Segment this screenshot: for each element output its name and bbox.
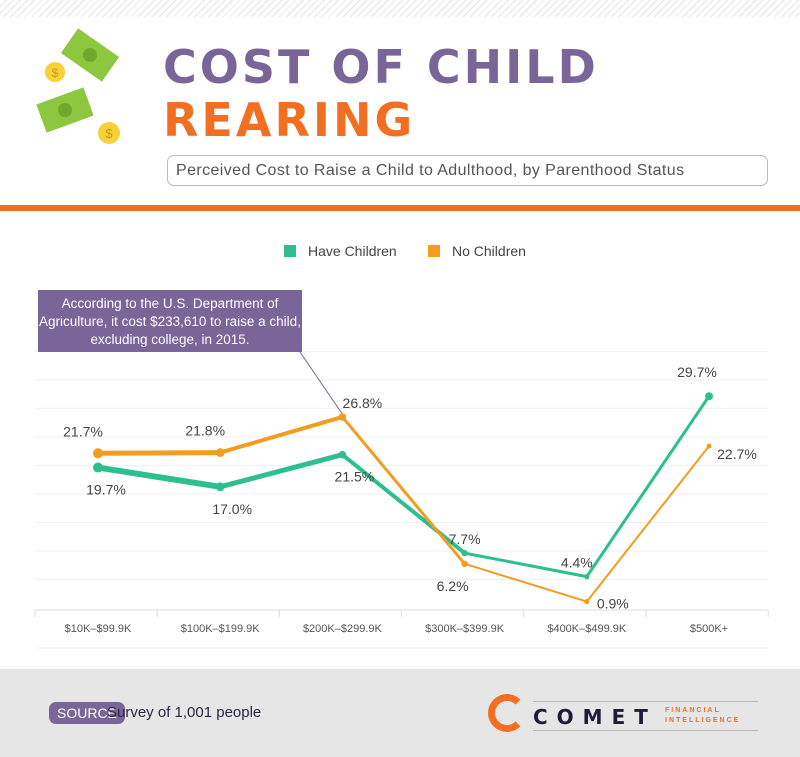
x-tick-label: $200K–$299.9K [303,623,383,635]
x-tick-label: $500K+ [690,623,728,635]
title-line-2: REARING [163,93,416,147]
data-point [93,462,103,473]
subtitle: Perceived Cost to Raise a Child to Adult… [167,155,768,186]
data-point [338,450,347,459]
source-badge: SOURCE [49,702,125,724]
callout-box: According to the U.S. Department of Agri… [38,290,302,352]
series-segment [463,551,589,579]
footer: SOURCE Survey of 1,001 people COMET FINA… [0,669,800,757]
series-segment [463,562,588,603]
series-segment [95,450,223,456]
series-segment [340,452,467,556]
series-segment [217,452,345,490]
data-point [461,549,468,557]
data-label: 0.9% [597,596,629,612]
comet-logo-icon [488,694,526,732]
legend-label: Have Children [308,243,397,259]
data-label: 6.2% [437,578,469,594]
logo-sub: FINANCIAL INTELLIGENCE [665,707,741,724]
data-label: 7.7% [449,531,481,547]
data-point [338,413,347,421]
data-point [584,574,590,580]
legend-no-children: No Children [428,243,526,259]
legend-have-children: Have Children [284,243,397,259]
source-text: Survey of 1,001 people [107,704,262,721]
data-point [706,443,712,449]
data-point [93,448,103,459]
x-tick-label: $100K–$199.9K [181,623,261,635]
data-label: 22.7% [717,446,757,462]
x-tick-label: $10K–$99.9K [65,623,132,635]
callout-pointer [299,351,344,416]
x-tick-label: $400K–$499.9K [547,623,627,635]
svg-text:$: $ [105,126,113,141]
data-label: 19.7% [86,482,126,498]
money-icon: $ $ [36,28,120,144]
data-point [705,392,713,401]
header-stripes [0,0,800,17]
data-label: 26.8% [343,395,383,411]
series-segment [95,464,224,490]
logo-word: COMET [533,705,657,729]
x-tick-label: $300K–$399.9K [425,623,505,635]
legend-label: No Children [452,243,526,259]
data-label: 21.8% [185,423,225,439]
data-label: 21.5% [335,469,375,485]
logo-rule [533,701,758,702]
svg-text:$: $ [52,66,59,80]
title-line-1: COST OF CHILD [163,40,599,94]
line-chart: $10K–$99.9K $100K–$199.9K $200K–$299.9K $30… [34,350,769,649]
data-label: 4.4% [561,555,593,571]
legend-swatch [428,245,440,257]
series-segment [585,445,710,603]
data-point [584,598,590,605]
data-point [215,482,225,492]
series-segment [340,415,467,566]
data-point [461,560,468,567]
data-point [215,448,225,457]
divider [0,205,800,211]
data-label: 17.0% [212,501,252,517]
data-label: 21.7% [63,423,103,439]
legend-swatch [284,245,296,257]
data-label: 29.7% [677,364,717,380]
series-segment [218,414,345,455]
logo-rule [533,730,758,731]
series-segment [585,394,711,579]
